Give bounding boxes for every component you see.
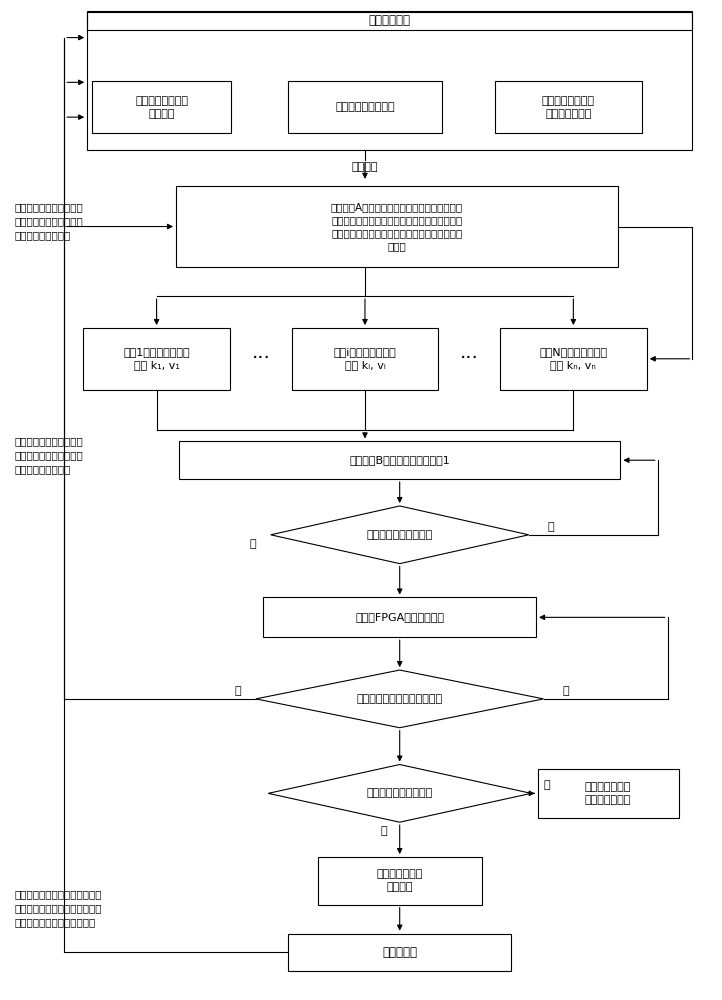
Bar <box>288 81 442 133</box>
Bar <box>538 768 679 818</box>
Text: 存储区域B，发送数据计数器加1: 存储区域B，发送数据计数器加1 <box>349 455 450 465</box>
Text: 否: 否 <box>562 686 569 696</box>
Text: 控制器变更当前
控制方案: 控制器变更当前 控制方案 <box>376 869 423 892</box>
Text: 路段1交通状态的预测
得到 k₁, v₁: 路段1交通状态的预测 得到 k₁, v₁ <box>123 347 190 370</box>
Text: ···: ··· <box>251 349 270 368</box>
Text: 各个路段的匝道出
入口处的车流量: 各个路段的匝道出 入口处的车流量 <box>542 96 595 119</box>
Text: 路段i交通状态的预测
得到 kᵢ, vᵢ: 路段i交通状态的预测 得到 kᵢ, vᵢ <box>334 347 396 370</box>
Bar <box>87 12 692 30</box>
Text: 是: 是 <box>250 539 256 549</box>
Text: 是否接收到上位机的控制信号: 是否接收到上位机的控制信号 <box>357 694 443 704</box>
Text: 否: 否 <box>547 522 554 532</box>
Text: ···: ··· <box>460 349 479 368</box>
Polygon shape <box>256 670 544 728</box>
Text: 否: 否 <box>380 826 387 836</box>
Bar <box>288 934 511 971</box>
Bar <box>318 857 482 905</box>
Text: 是否达到参数变更周期: 是否达到参数变更周期 <box>367 530 432 540</box>
Text: 是: 是 <box>544 780 550 790</box>
Text: 控制器保持当前
控制方案不变更: 控制器保持当前 控制方案不变更 <box>585 782 631 805</box>
Text: 串口传输: 串口传输 <box>352 162 378 172</box>
Bar <box>500 328 647 390</box>
Bar <box>92 81 231 133</box>
Text: 各个路段的道路参数: 各个路段的道路参数 <box>335 102 395 112</box>
Bar <box>176 186 617 267</box>
Bar <box>83 328 230 390</box>
Bar <box>495 81 642 133</box>
Bar <box>179 441 620 479</box>
Polygon shape <box>268 765 531 822</box>
Text: 各个路段的交通状态预测
值：路段的平均交通流密
度和车辆的平均速度: 各个路段的交通状态预测 值：路段的平均交通流密 度和车辆的平均速度 <box>14 436 84 474</box>
Text: 各个路段的交通流
初始状态: 各个路段的交通流 初始状态 <box>135 96 188 119</box>
Text: 阵列式FPGA进入等待状态: 阵列式FPGA进入等待状态 <box>355 612 444 622</box>
Text: 拥堵现象是否得到缓解: 拥堵现象是否得到缓解 <box>367 788 432 798</box>
Text: 是: 是 <box>235 686 241 696</box>
Bar <box>87 11 692 150</box>
Bar <box>292 328 438 390</box>
Text: 路段N交通状态的预测
得到 kₙ, vₙ: 路段N交通状态的预测 得到 kₙ, vₙ <box>539 347 607 370</box>
Text: 存储区域A：存储来各个路段的交通流初始状态
（路段的平均交通流密度和车辆的平均速度）、
各个路段的道路参数、各个路段的匝道出入口的
车流量: 存储区域A：存储来各个路段的交通流初始状态 （路段的平均交通流密度和车辆的平均速… <box>331 202 463 251</box>
Bar <box>264 597 536 637</box>
Polygon shape <box>271 506 529 564</box>
Text: 各个路段的交通状态预测
值：路段的平均交通流密
度和车辆的平均速度: 各个路段的交通状态预测 值：路段的平均交通流密 度和车辆的平均速度 <box>14 203 84 241</box>
Text: 上位机数据：: 上位机数据： <box>369 14 411 27</box>
Text: 匝道调节杆: 匝道调节杆 <box>382 946 417 959</box>
Text: 更改控制率，输出驱动信号，控
制匝道调节杆开闭，以及车辆的
通行时间，调控匝道入口流量: 更改控制率，输出驱动信号，控 制匝道调节杆开闭，以及车辆的 通行时间，调控匝道入… <box>14 889 103 927</box>
